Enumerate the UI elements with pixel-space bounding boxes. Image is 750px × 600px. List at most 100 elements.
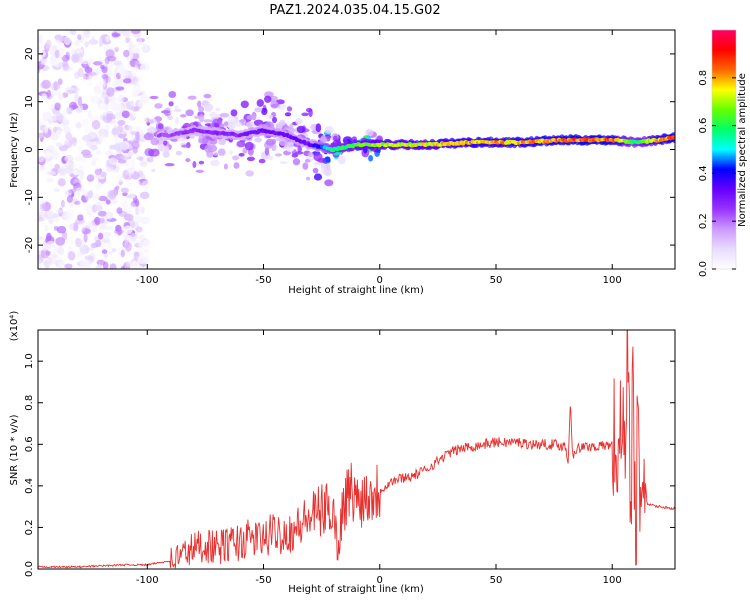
noise-blob	[98, 135, 106, 142]
signal-blob	[194, 115, 200, 120]
signal-blob	[173, 108, 182, 113]
figure-title: PAZ1.2024.035.04.15.G02	[269, 3, 440, 18]
signal-blob	[306, 176, 311, 181]
noise-blob	[134, 215, 143, 223]
noise-blob	[83, 233, 88, 243]
noise-blob	[51, 89, 59, 96]
noise-blob	[65, 209, 75, 219]
noise-blob	[133, 65, 139, 72]
noise-blob	[116, 253, 123, 259]
signal-blob	[265, 138, 275, 146]
noise-blob	[121, 110, 130, 119]
signal-blob	[161, 110, 171, 114]
signal-blob	[312, 167, 319, 174]
noise-blob	[69, 239, 74, 245]
noise-blob	[113, 60, 123, 66]
noise-blob	[135, 180, 141, 189]
noise-blob	[133, 251, 140, 257]
noise-blob	[70, 49, 77, 55]
noise-blob	[125, 260, 131, 267]
signal-blob	[245, 121, 255, 129]
spectrogram-heatmap	[38, 30, 675, 269]
noise-blob	[56, 142, 63, 147]
signal-blob	[227, 120, 235, 127]
noise-blob	[128, 250, 135, 257]
noise-blob	[90, 242, 98, 248]
noise-blob	[119, 68, 127, 78]
noise-blob	[74, 40, 81, 47]
noise-blob	[105, 211, 113, 220]
noise-blob	[65, 161, 71, 166]
signal-blob	[278, 121, 283, 129]
noise-blob	[68, 188, 76, 194]
signal-blob	[246, 115, 257, 120]
colorbar: 0.0 0.2 0.4 0.6 0.8 Normalized spectral ampl…	[698, 29, 748, 277]
signal-blob	[219, 112, 230, 118]
noise-blob	[128, 41, 134, 51]
noise-blob	[87, 110, 92, 119]
noise-blob	[61, 54, 70, 62]
colorbar-tick-label: 0.8	[698, 70, 709, 86]
noise-blob	[99, 79, 106, 88]
noise-blob	[75, 237, 82, 248]
signal-blob	[284, 112, 292, 117]
noise-blob	[111, 127, 119, 136]
noise-blob	[132, 112, 137, 117]
noise-blob	[106, 110, 114, 118]
noise-blob	[115, 86, 125, 91]
noise-blob	[120, 187, 129, 193]
noise-blob	[75, 187, 86, 192]
noise-blob	[143, 249, 150, 253]
noise-blob	[88, 57, 93, 68]
y-tick-label: -20	[24, 237, 35, 253]
signal-blob	[274, 153, 283, 157]
signal-blob	[279, 161, 288, 165]
noise-blob	[68, 232, 74, 239]
noise-blob	[115, 30, 126, 34]
noise-blob	[94, 168, 102, 176]
noise-blob	[109, 100, 117, 110]
noise-blob	[54, 163, 60, 170]
y-tick-label: 0.2	[24, 519, 35, 535]
x-tick-label: -100	[136, 275, 159, 286]
noise-blob	[97, 232, 104, 240]
signal-blob	[162, 150, 170, 158]
signal-blob	[210, 159, 220, 167]
signal-blob	[313, 152, 323, 162]
noise-blob	[56, 262, 62, 269]
y-tick-label: 20	[24, 48, 35, 61]
spectrogram-y-ticks: -20 -10 0 10 20	[24, 48, 675, 253]
noise-blob	[58, 261, 64, 268]
signal-blob	[174, 117, 180, 125]
noise-blob	[79, 170, 85, 180]
noise-blob	[122, 192, 128, 197]
signal-blob	[168, 101, 174, 107]
noise-blob	[123, 213, 134, 221]
noise-blob	[58, 145, 68, 152]
ridge-core	[672, 136, 675, 140]
noise-blob	[39, 199, 46, 205]
noise-blob	[51, 253, 59, 259]
signal-blob	[264, 95, 272, 104]
noise-blob	[38, 132, 43, 139]
noise-blob	[53, 81, 58, 91]
noise-blob	[77, 214, 84, 221]
snr-x-axis-label: Height of straight line (km)	[288, 584, 424, 595]
noise-blob	[84, 255, 94, 261]
signal-blob	[254, 137, 263, 143]
noise-blob	[41, 79, 51, 90]
x-tick-label: 0	[377, 275, 383, 286]
noise-blob	[97, 56, 103, 62]
signal-blob	[313, 173, 323, 181]
signal-blob	[203, 93, 212, 99]
signal-blob	[232, 155, 240, 161]
colorbar-frame	[711, 29, 737, 270]
noise-blob	[58, 166, 68, 176]
noise-blob	[125, 37, 130, 43]
noise-blob	[55, 112, 64, 122]
noise-blob	[94, 87, 104, 95]
noise-blob	[104, 125, 111, 130]
noise-blob	[130, 30, 141, 35]
noise-blob	[38, 216, 45, 222]
noise-blob	[82, 134, 92, 142]
